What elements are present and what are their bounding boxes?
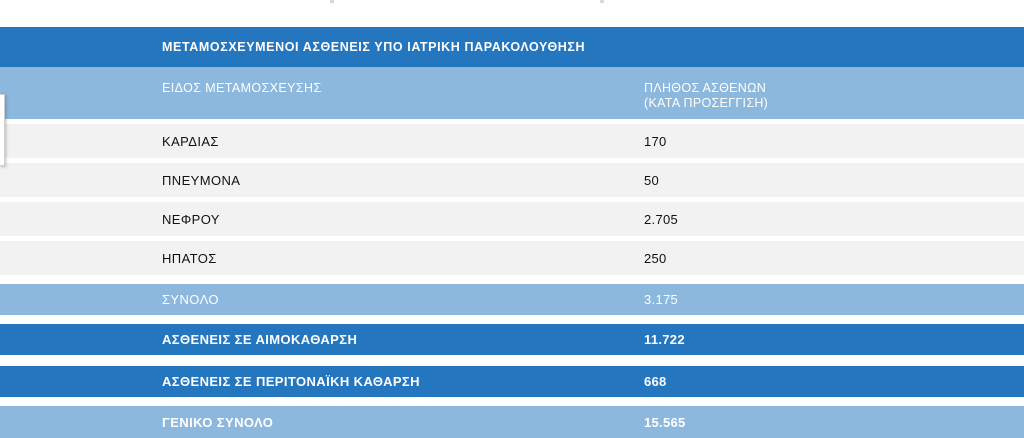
column-header-count-line1: ΠΛΗΘΟΣ ΑΣΘΕΝΩΝ [644,81,767,95]
peritoneal-label: ΑΣΘΕΝΕΙΣ ΣΕ ΠΕΡΙΤΟΝΑΪΚΗ ΚΑΘΑΡΣΗ [162,374,420,389]
row-value: 50 [644,173,660,188]
row-value: 250 [644,251,667,266]
table-row: ΚΑΡΔΙΑΣ 170 [0,124,1024,158]
grand-total-label: ΓΕΝΙΚΟ ΣΥΝΟΛΟ [162,415,274,430]
table-row: ΠΝΕΥΜΟΝΑ 50 [0,163,1024,197]
dialysis-row: ΑΣΘΕΝΕΙΣ ΣΕ ΑΙΜΟΚΑΘΑΡΣΗ 11.722 [0,324,1024,355]
top-tick [600,0,604,3]
top-strip [0,0,1024,6]
grand-total-row: ΓΕΝΙΚΟ ΣΥΝΟΛΟ 15.565 [0,406,1024,438]
row-label: ΠΝΕΥΜΟΝΑ [162,173,241,188]
row-value: 170 [644,134,667,149]
peritoneal-value: 668 [644,374,667,389]
peritoneal-row: ΑΣΘΕΝΕΙΣ ΣΕ ΠΕΡΙΤΟΝΑΪΚΗ ΚΑΘΑΡΣΗ 668 [0,366,1024,397]
top-tick [330,0,334,3]
side-panel-tab[interactable] [0,94,5,166]
row-value: 2.705 [644,212,679,227]
column-header-count: ΠΛΗΘΟΣ ΑΣΘΕΝΩΝ (ΚΑΤΑ ΠΡΟΣΕΓΓΙΣΗ) [644,81,768,111]
table-row: ΝΕΦΡΟΥ 2.705 [0,202,1024,236]
column-header-count-line2: (ΚΑΤΑ ΠΡΟΣΕΓΓΙΣΗ) [644,96,769,110]
dialysis-label: ΑΣΘΕΝΕΙΣ ΣΕ ΑΙΜΟΚΑΘΑΡΣΗ [162,332,358,347]
row-label: ΝΕΦΡΟΥ [162,212,220,227]
row-label: ΚΑΡΔΙΑΣ [162,134,219,149]
subtotal-row: ΣΥΝΟΛΟ 3.175 [0,284,1024,315]
table-title: ΜΕΤΑΜΟΣΧΕΥΜΕΝΟΙ ΑΣΘΕΝΕΙΣ ΥΠΟ ΙΑΤΡΙΚΗ ΠΑΡ… [162,40,586,54]
subtotal-value: 3.175 [644,292,679,307]
grand-total-value: 15.565 [644,415,686,430]
row-label: ΗΠΑΤΟΣ [162,251,217,266]
subtotal-label: ΣΥΝΟΛΟ [162,292,219,307]
dialysis-value: 11.722 [644,332,685,347]
table-header-row: ΕΙΔΟΣ ΜΕΤΑΜΟΣΧΕΥΣΗΣ ΠΛΗΘΟΣ ΑΣΘΕΝΩΝ (ΚΑΤΑ… [0,67,1024,119]
table-row: ΗΠΑΤΟΣ 250 [0,241,1024,275]
column-header-type: ΕΙΔΟΣ ΜΕΤΑΜΟΣΧΕΥΣΗΣ [162,81,322,95]
table-title-row: ΜΕΤΑΜΟΣΧΕΥΜΕΝΟΙ ΑΣΘΕΝΕΙΣ ΥΠΟ ΙΑΤΡΙΚΗ ΠΑΡ… [0,27,1024,67]
